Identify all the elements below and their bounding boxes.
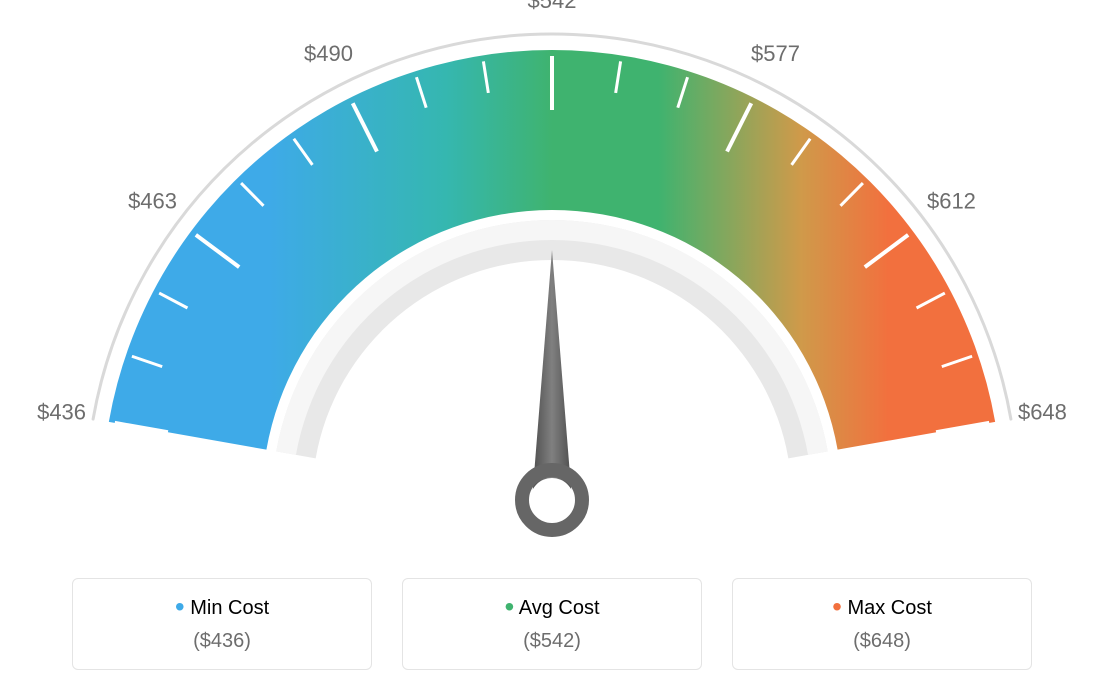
gauge-tick-label: $542 (528, 0, 577, 13)
legend-min-label: Min Cost (190, 597, 269, 619)
gauge-tick-label: $463 (128, 188, 177, 213)
legend-min-value: ($436) (83, 630, 361, 653)
legend-min-title: • Min Cost (83, 597, 361, 620)
gauge-tick-label: $612 (927, 188, 976, 213)
legend-max-value: ($648) (743, 630, 1021, 653)
legend-max-label: Max Cost (847, 597, 931, 619)
gauge-chart: $436 $463 $490 $542 $577 $612 $648 (0, 0, 1104, 560)
dot-icon: • (832, 591, 842, 622)
gauge-tick-label: $436 (37, 399, 86, 424)
legend-card-max: • Max Cost ($648) (732, 578, 1032, 670)
legend-card-min: • Min Cost ($436) (72, 578, 372, 670)
legend-card-avg: • Avg Cost ($542) (402, 578, 702, 670)
legend-max-title: • Max Cost (743, 597, 1021, 620)
gauge-tick-label: $490 (304, 41, 353, 66)
legend-avg-value: ($542) (413, 630, 691, 653)
legend-row: • Min Cost ($436) • Avg Cost ($542) • Ma… (0, 578, 1104, 670)
dot-icon: • (175, 591, 185, 622)
gauge-tick-label: $648 (1018, 399, 1067, 424)
dot-icon: • (504, 591, 514, 622)
gauge-tick-label: $577 (751, 41, 800, 66)
legend-avg-title: • Avg Cost (413, 597, 691, 620)
legend-avg-label: Avg Cost (519, 597, 600, 619)
